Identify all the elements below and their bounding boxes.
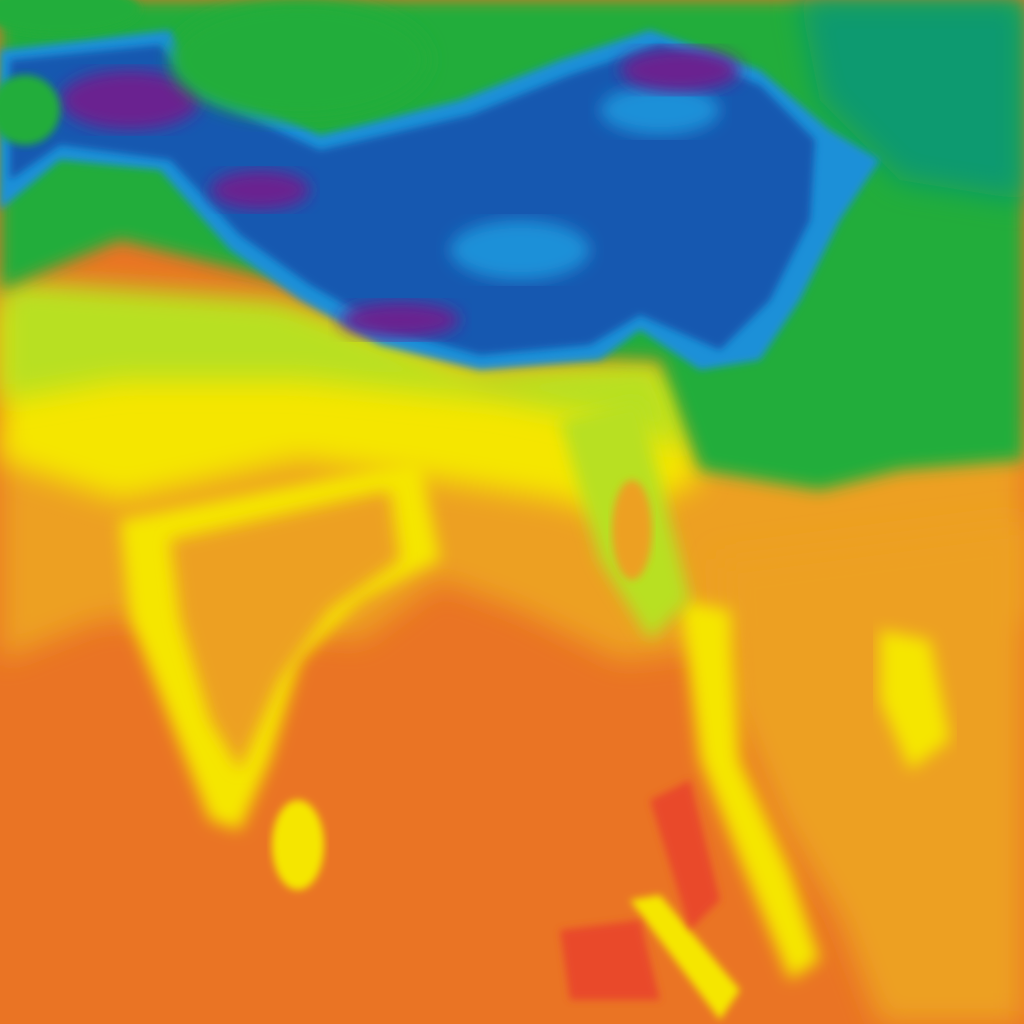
purple-cold-spot <box>620 48 740 92</box>
southern-peninsula-strip <box>630 895 740 1020</box>
green-pocket <box>170 0 430 120</box>
purple-cold-spot <box>340 302 460 338</box>
plateau-cyan-patch <box>450 220 590 280</box>
eastern-land <box>720 520 1024 1024</box>
lime-belt <box>0 280 690 450</box>
green-pocket <box>0 0 140 35</box>
hot-spot <box>650 780 720 930</box>
purple-cold-spot <box>210 170 310 210</box>
green-pocket <box>0 75 60 145</box>
purple-cold-spot <box>60 70 200 130</box>
island <box>272 800 324 890</box>
valley-warm <box>612 480 652 580</box>
hot-spot <box>560 920 660 1000</box>
eastern-ridge <box>880 630 950 770</box>
northeast-teal <box>800 0 1024 200</box>
peninsula-interior <box>170 490 400 770</box>
plateau-cyan-patch <box>600 85 720 135</box>
eastern-coast-strip <box>680 600 820 980</box>
